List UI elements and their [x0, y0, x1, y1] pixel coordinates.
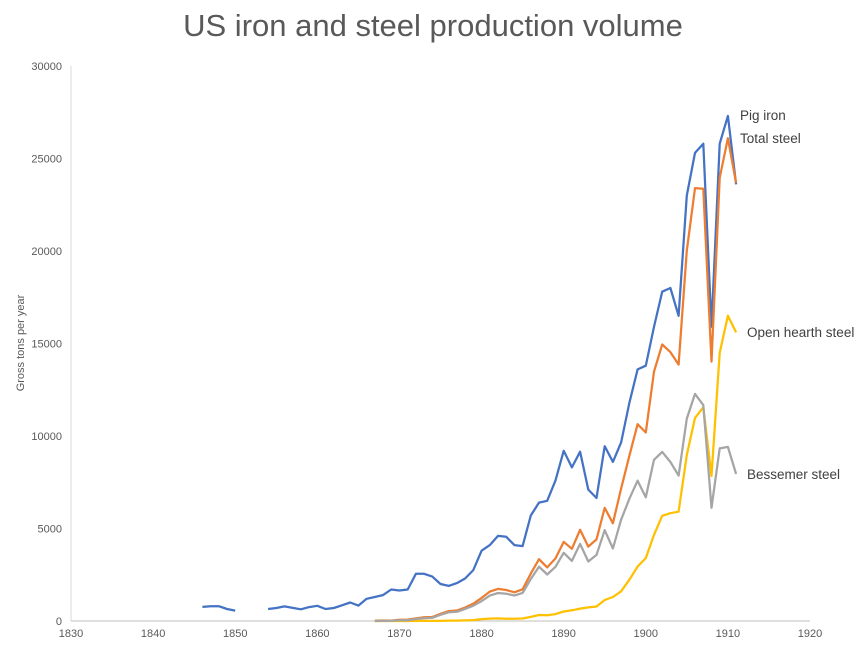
series-label-pig-iron: Pig iron: [740, 108, 786, 123]
series-label-open-hearth-steel: Open hearth steel: [747, 325, 854, 340]
x-tick-label: 1870: [387, 628, 411, 640]
series-line-bessemer-steel: [374, 392, 738, 623]
y-tick-label: 25000: [31, 154, 62, 166]
series-label-total-steel: Total steel: [740, 131, 801, 146]
x-tick-label: 1920: [798, 628, 822, 640]
x-tick-label: 1830: [59, 628, 83, 640]
y-tick-label: 15000: [31, 339, 62, 351]
y-tick-label: 30000: [31, 61, 62, 73]
x-tick-label: 1900: [634, 628, 658, 640]
x-tick-label: 1850: [223, 628, 247, 640]
x-tick-label: 1840: [141, 628, 165, 640]
y-tick-label: 20000: [31, 246, 62, 258]
x-tick-label: 1860: [305, 628, 329, 640]
series-line-open-hearth-steel: [374, 314, 738, 623]
series-line-pig-iron: [202, 114, 738, 612]
y-tick-label: 5000: [38, 524, 62, 536]
x-tick-label: 1910: [716, 628, 740, 640]
y-tick-label: 0: [56, 616, 62, 628]
series-line-total-steel: [374, 137, 738, 622]
y-tick-label: 10000: [31, 431, 62, 443]
y-axis-title: Gross tons per year: [15, 294, 27, 391]
x-tick-label: 1880: [469, 628, 493, 640]
chart-title: US iron and steel production volume: [183, 8, 683, 43]
x-tick-label: 1890: [551, 628, 575, 640]
series-label-bessemer-steel: Bessemer steel: [747, 467, 840, 482]
